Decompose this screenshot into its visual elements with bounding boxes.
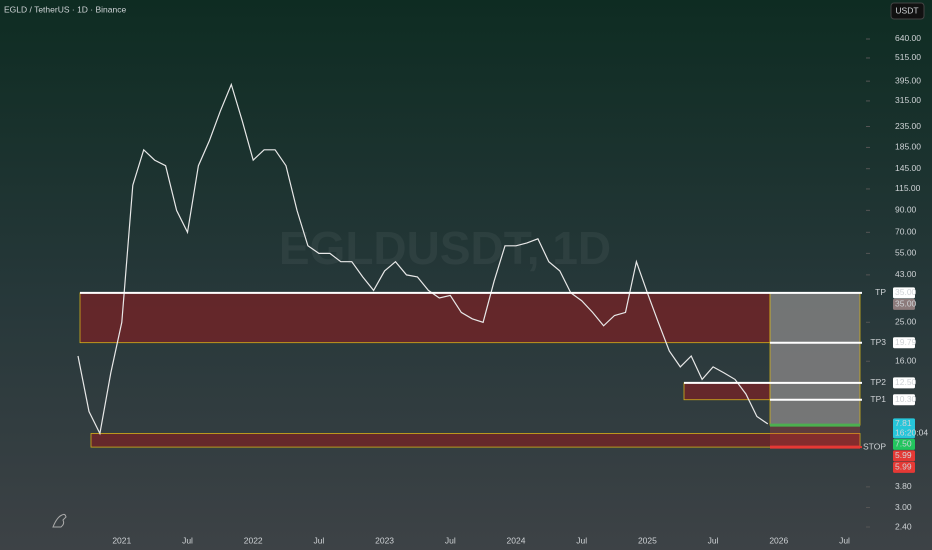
- y-tick-label: 70.00: [895, 227, 917, 237]
- x-tick-label: 2023: [375, 535, 394, 545]
- y-tick-label: 25.00: [895, 317, 917, 327]
- level-name: TP: [875, 287, 886, 297]
- x-tick-label: 2025: [638, 535, 657, 545]
- price-tag: [893, 438, 915, 450]
- zone: [90, 433, 861, 448]
- chart-title: EGLD / TetherUS · 1D · Binance: [4, 4, 126, 14]
- level-name: TP3: [870, 337, 886, 347]
- price-tag-label: 12.50: [895, 377, 917, 387]
- price-line: [77, 82, 769, 436]
- price-tag: [893, 298, 915, 310]
- x-tick-label: 2026: [769, 535, 788, 545]
- y-tick-label: 395.00: [895, 75, 921, 85]
- price-tag: [893, 394, 915, 406]
- price-tag-label: 7.81: [895, 418, 912, 428]
- price-tag-label: 5.99: [895, 450, 912, 460]
- price-tag: [893, 450, 915, 462]
- zone: [683, 382, 771, 401]
- x-tick-label: Jul: [182, 535, 193, 545]
- x-tick-label: 2024: [507, 535, 526, 545]
- currency-label[interactable]: USDT: [895, 5, 918, 15]
- price-tag-label: 10.30: [895, 394, 917, 404]
- logo: [52, 513, 67, 528]
- y-tick-label: 3.00: [895, 502, 912, 512]
- level-name: TP1: [870, 394, 886, 404]
- level-name: STOP: [863, 441, 886, 451]
- y-tick-label: 640.00: [895, 33, 921, 43]
- y-tick-label: 43.00: [895, 269, 917, 279]
- zone: [79, 292, 771, 344]
- y-tick-label: 315.00: [895, 95, 921, 105]
- price-tag: [893, 418, 915, 439]
- x-tick-label: 2022: [244, 535, 263, 545]
- x-tick-label: 2021: [112, 535, 131, 545]
- price-tag-label: 5.99: [895, 462, 912, 472]
- countdown: 16:20:04: [895, 428, 928, 438]
- price-tag-label: 35.00: [895, 287, 917, 297]
- y-tick-label: 2.40: [895, 521, 912, 531]
- x-tick-label: Jul: [839, 535, 850, 545]
- y-tick-label: 3.80: [895, 481, 912, 491]
- watermark: EGLDUSDT, 1D: [279, 222, 611, 274]
- y-tick-label: 145.00: [895, 163, 921, 173]
- price-tag: [893, 377, 915, 389]
- x-tick-label: Jul: [576, 535, 587, 545]
- y-tick-label: 55.00: [895, 248, 917, 258]
- price-tag-label: 7.50: [895, 439, 912, 449]
- x-tick-label: Jul: [313, 535, 324, 545]
- y-tick-label: 515.00: [895, 52, 921, 62]
- y-tick-label: 115.00: [895, 183, 921, 193]
- price-tag: [893, 287, 915, 299]
- target-area: [769, 292, 861, 426]
- price-tag: [893, 337, 915, 349]
- y-tick-label: 185.00: [895, 142, 921, 152]
- x-tick-label: Jul: [708, 535, 719, 545]
- level-name: TP2: [870, 377, 886, 387]
- price-tag-label: 19.79: [895, 337, 917, 347]
- price-tag: [893, 461, 915, 473]
- x-tick-label: Jul: [445, 535, 456, 545]
- y-tick-label: 16.00: [895, 356, 917, 366]
- stop-area: [770, 425, 860, 448]
- y-tick-label: 90.00: [895, 205, 917, 215]
- y-tick-label: 235.00: [895, 121, 921, 131]
- price-tag-label: 35.00: [895, 299, 917, 309]
- currency-button[interactable]: [890, 2, 925, 20]
